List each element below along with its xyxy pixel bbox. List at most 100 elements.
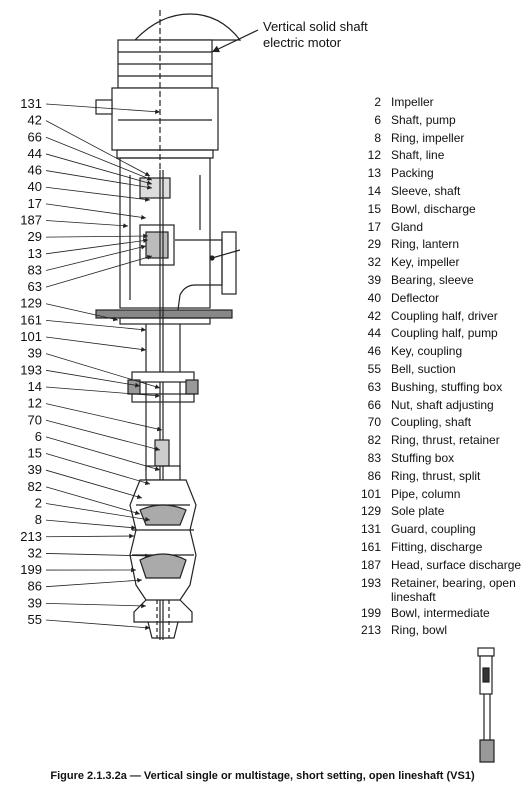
legend-item: 193 Retainer, bearing, open lineshaft	[350, 576, 525, 606]
legend-item: 63 Bushing, stuffing box	[350, 380, 525, 398]
callout-leader	[45, 153, 153, 185]
legend-description: Ring, impeller	[391, 130, 465, 145]
legend-description: Shaft, pump	[391, 112, 456, 127]
legend-item: 15 Bowl, discharge	[350, 202, 525, 220]
legend-description: Nut, shaft adjusting	[391, 397, 494, 412]
legend-description: Ring, thrust, retainer	[391, 433, 500, 448]
callout-leader	[45, 419, 161, 452]
callout-label: 63	[28, 279, 42, 294]
legend-number: 44	[367, 326, 381, 341]
legend-number: 40	[367, 290, 381, 305]
callout-label: 129	[20, 296, 42, 311]
callout-leader	[45, 244, 147, 271]
callout-leader	[45, 303, 119, 322]
legend-description: Ring, thrust, split	[391, 468, 481, 483]
legend-item: 8 Ring, impeller	[350, 131, 525, 149]
callout-leader	[45, 203, 147, 220]
callout-leader	[45, 486, 141, 515]
legend-item: 13 Packing	[350, 166, 525, 184]
callout-label: 32	[28, 545, 42, 560]
legend-number: 83	[367, 450, 381, 465]
callout-label: 40	[28, 179, 42, 194]
parts-legend: 2 Impeller 6 Shaft, pump 8 Ring, impeller 12 Sh…	[350, 95, 525, 641]
callout-leader	[45, 136, 153, 181]
callout-leader	[45, 553, 151, 559]
legend-number: 2	[374, 95, 381, 109]
legend-number: 39	[367, 272, 381, 287]
legend-item: 32 Key, impeller	[350, 255, 525, 273]
legend-number: 131	[360, 522, 381, 537]
legend-item: 66 Nut, shaft adjusting	[350, 398, 525, 416]
callout-leader	[45, 533, 135, 539]
legend-description: Guard, coupling	[391, 522, 476, 537]
legend-item: 17 Gland	[350, 220, 525, 238]
callout-leader	[45, 170, 153, 190]
callout-label: 161	[20, 312, 42, 327]
legend-number: 17	[367, 219, 381, 234]
callout-label: 8	[35, 512, 42, 527]
legend-description: Impeller	[391, 95, 434, 109]
callout-label: 55	[28, 612, 42, 627]
callout-leader	[45, 103, 161, 115]
callout-label: 199	[20, 562, 42, 577]
callout-leader	[45, 336, 147, 352]
figure-caption: Figure 2.1.3.2a — Vertical single or mul…	[50, 770, 475, 782]
legend-item: 82 Ring, thrust, retainer	[350, 433, 525, 451]
electric-motor	[95, 10, 242, 170]
callout-leader	[45, 220, 129, 229]
callout-leader	[45, 602, 147, 609]
legend-number: 46	[367, 344, 381, 359]
callout-label: 86	[28, 579, 42, 594]
legend-number: 42	[367, 308, 381, 323]
callout-label: 66	[28, 129, 42, 144]
legend-item: 6 Shaft, pump	[350, 113, 525, 131]
callout-leader	[45, 319, 147, 332]
legend-description: Coupling half, driver	[391, 308, 498, 323]
legend-number: 70	[367, 415, 381, 430]
callout-leader	[45, 120, 151, 177]
callout-leader	[45, 233, 149, 239]
callout-label: 15	[28, 446, 42, 461]
legend-number: 129	[360, 504, 381, 519]
legend-number: 32	[367, 255, 381, 270]
legend-number: 55	[367, 361, 381, 376]
callout-label: 70	[28, 412, 42, 427]
callout-leader	[45, 453, 151, 485]
legend-number: 82	[367, 433, 381, 448]
callout-label: 39	[28, 595, 42, 610]
callout-leader	[45, 238, 149, 255]
legend-description: Bowl, discharge	[391, 201, 476, 216]
callout-label: 17	[28, 196, 42, 211]
legend-description: Fitting, discharge	[391, 539, 483, 554]
callout-leader	[45, 469, 143, 499]
legend-number: 29	[367, 237, 381, 252]
callout-label: 193	[20, 362, 42, 377]
callout-label: 42	[28, 113, 42, 128]
callout-leader	[45, 255, 153, 288]
legend-item: 70 Coupling, shaft	[350, 415, 525, 433]
legend-description: Gland	[391, 219, 424, 234]
callout-leader	[45, 503, 151, 522]
legend-item: 131 Guard, coupling	[350, 522, 525, 540]
legend-description: Ring, bowl	[391, 623, 448, 638]
legend-number: 101	[360, 486, 381, 501]
callout-label: 213	[20, 529, 42, 544]
legend-item: 2 Impeller	[350, 95, 525, 113]
legend-description: Sole plate	[391, 504, 445, 519]
legend-number: 63	[367, 379, 381, 394]
sole-plate	[95, 309, 233, 325]
callout-label: 46	[28, 163, 42, 178]
legend-item: 46 Key, coupling	[350, 344, 525, 362]
legend-number: 14	[367, 183, 381, 198]
motor-leader	[211, 29, 259, 53]
legend-number: 86	[367, 468, 381, 483]
legend-description: Ring, lantern	[391, 237, 460, 252]
legend-description: Bearing, sleeve	[391, 272, 474, 287]
legend-description: Pipe, column	[391, 486, 461, 501]
callout-leader	[45, 403, 163, 432]
legend-number: 161	[360, 539, 381, 554]
callout-label: 39	[28, 462, 42, 477]
legend-item: 83 Stuffing box	[350, 451, 525, 469]
legend-number: 199	[360, 605, 381, 620]
